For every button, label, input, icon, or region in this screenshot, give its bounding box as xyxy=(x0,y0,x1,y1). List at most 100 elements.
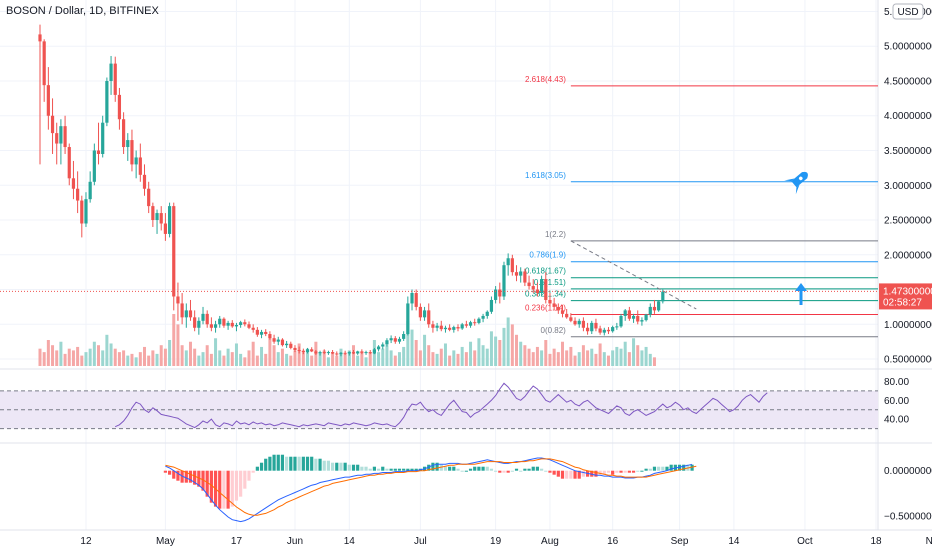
candle-body xyxy=(126,140,130,148)
macd-histogram-bar xyxy=(502,470,506,473)
rsi-axis-label: 60.00 xyxy=(884,396,909,407)
candle-body xyxy=(418,306,422,318)
volume-bar xyxy=(51,345,55,366)
time-axis-label: Oct xyxy=(797,536,813,547)
macd-histogram-bar xyxy=(473,466,477,471)
volume-bar xyxy=(535,346,539,366)
volume-bar xyxy=(489,331,493,366)
volume-bar xyxy=(117,352,121,366)
candle-body xyxy=(109,63,113,81)
candle-body xyxy=(573,320,577,325)
candle-body xyxy=(460,324,464,329)
candle-body xyxy=(272,338,276,342)
volume-bar xyxy=(339,348,343,366)
macd-histogram-bar xyxy=(439,464,443,471)
candle-body xyxy=(255,329,259,335)
candle-body xyxy=(201,313,205,321)
rsi-axis-label: 80.00 xyxy=(884,377,909,388)
macd-histogram-bar xyxy=(389,468,393,471)
volume-bar xyxy=(289,355,293,366)
volume-bar xyxy=(393,355,397,366)
macd-histogram-bar xyxy=(163,470,167,473)
macd-histogram-bar xyxy=(268,456,272,471)
candle-body xyxy=(402,334,406,339)
candle-body xyxy=(627,310,631,319)
volume-bar xyxy=(598,343,602,366)
macd-histogram-bar xyxy=(615,470,619,473)
candle-body xyxy=(372,349,376,354)
candle-body xyxy=(448,327,452,330)
time-axis[interactable]: 12 May 17 Jun 14 Jul 19 Aug 16 Sep 14 Oct 18 Nov xyxy=(80,536,932,547)
candle-body xyxy=(636,315,640,322)
time-axis-label: 12 xyxy=(80,536,92,547)
volume-bar xyxy=(38,348,42,366)
candle-body xyxy=(59,126,63,144)
macd-histogram-bar xyxy=(464,470,468,472)
candle-body xyxy=(276,339,280,342)
time-axis-label: 16 xyxy=(607,536,619,547)
candle-body xyxy=(222,318,226,326)
volume-bar xyxy=(352,345,355,366)
candle-body xyxy=(356,351,360,354)
volume-bar xyxy=(377,352,381,366)
volume-bar xyxy=(285,353,289,366)
macd-histogram-bar xyxy=(285,456,289,471)
volume-bar xyxy=(126,355,130,366)
candle-body xyxy=(481,315,485,319)
volume-bar xyxy=(636,345,640,366)
volume-bar xyxy=(527,348,531,366)
time-axis-label: Jun xyxy=(287,536,303,547)
candle-body xyxy=(611,327,615,332)
currency-button[interactable]: USD xyxy=(897,7,918,18)
macd-histogram-bar xyxy=(640,470,644,472)
volume-bar xyxy=(397,352,401,366)
candle-body xyxy=(339,352,343,355)
candle-body xyxy=(523,271,527,283)
macd-histogram-bar xyxy=(247,470,251,481)
currency-button-frame[interactable] xyxy=(892,3,924,20)
candle-body xyxy=(193,317,197,328)
candle-body xyxy=(122,119,126,148)
volume-bar xyxy=(540,350,544,366)
macd-histogram-bar xyxy=(427,464,431,471)
macd-histogram-bar xyxy=(406,468,410,471)
volume-bar xyxy=(431,352,435,366)
macd-histogram-bar xyxy=(602,470,606,475)
macd-histogram-bar xyxy=(611,470,615,475)
volume-bar xyxy=(368,353,372,366)
volume-bar xyxy=(155,353,159,366)
volume-bar xyxy=(101,350,105,366)
rocket-window xyxy=(798,176,803,181)
fib-level-label: 1.618(3.05) xyxy=(525,171,566,180)
volume-bar xyxy=(80,355,84,366)
macd-histogram-bar xyxy=(552,470,556,475)
volume-bar xyxy=(113,348,117,366)
macd-histogram-bar xyxy=(318,458,322,471)
volume-bar xyxy=(318,353,322,366)
price-axis-label: 0.50000000 xyxy=(884,355,932,366)
volume-bar xyxy=(134,357,138,366)
candle-body xyxy=(84,199,88,224)
candle-body xyxy=(88,181,92,200)
macd-histogram-bar xyxy=(577,470,581,479)
candle-body xyxy=(631,315,636,319)
price-axis-label: 3.00000000 xyxy=(884,181,932,192)
volume-bar xyxy=(343,353,347,366)
last-price-badge xyxy=(879,283,932,310)
macd-histogram-bar xyxy=(226,470,230,509)
volume-bar xyxy=(276,352,280,366)
candle-body xyxy=(619,315,623,327)
volume-bar xyxy=(331,352,335,366)
volume-bar xyxy=(561,341,564,366)
candle-body xyxy=(134,157,138,165)
macd-histogram-bar xyxy=(506,470,510,473)
candle-body xyxy=(577,320,581,325)
volume-bar xyxy=(272,345,276,366)
macd-histogram-bar xyxy=(310,456,314,471)
candle-body xyxy=(247,324,251,328)
macd-histogram-bar xyxy=(393,468,397,471)
price-axis-label: 3.50000000 xyxy=(884,146,932,157)
candle-body xyxy=(615,326,619,328)
